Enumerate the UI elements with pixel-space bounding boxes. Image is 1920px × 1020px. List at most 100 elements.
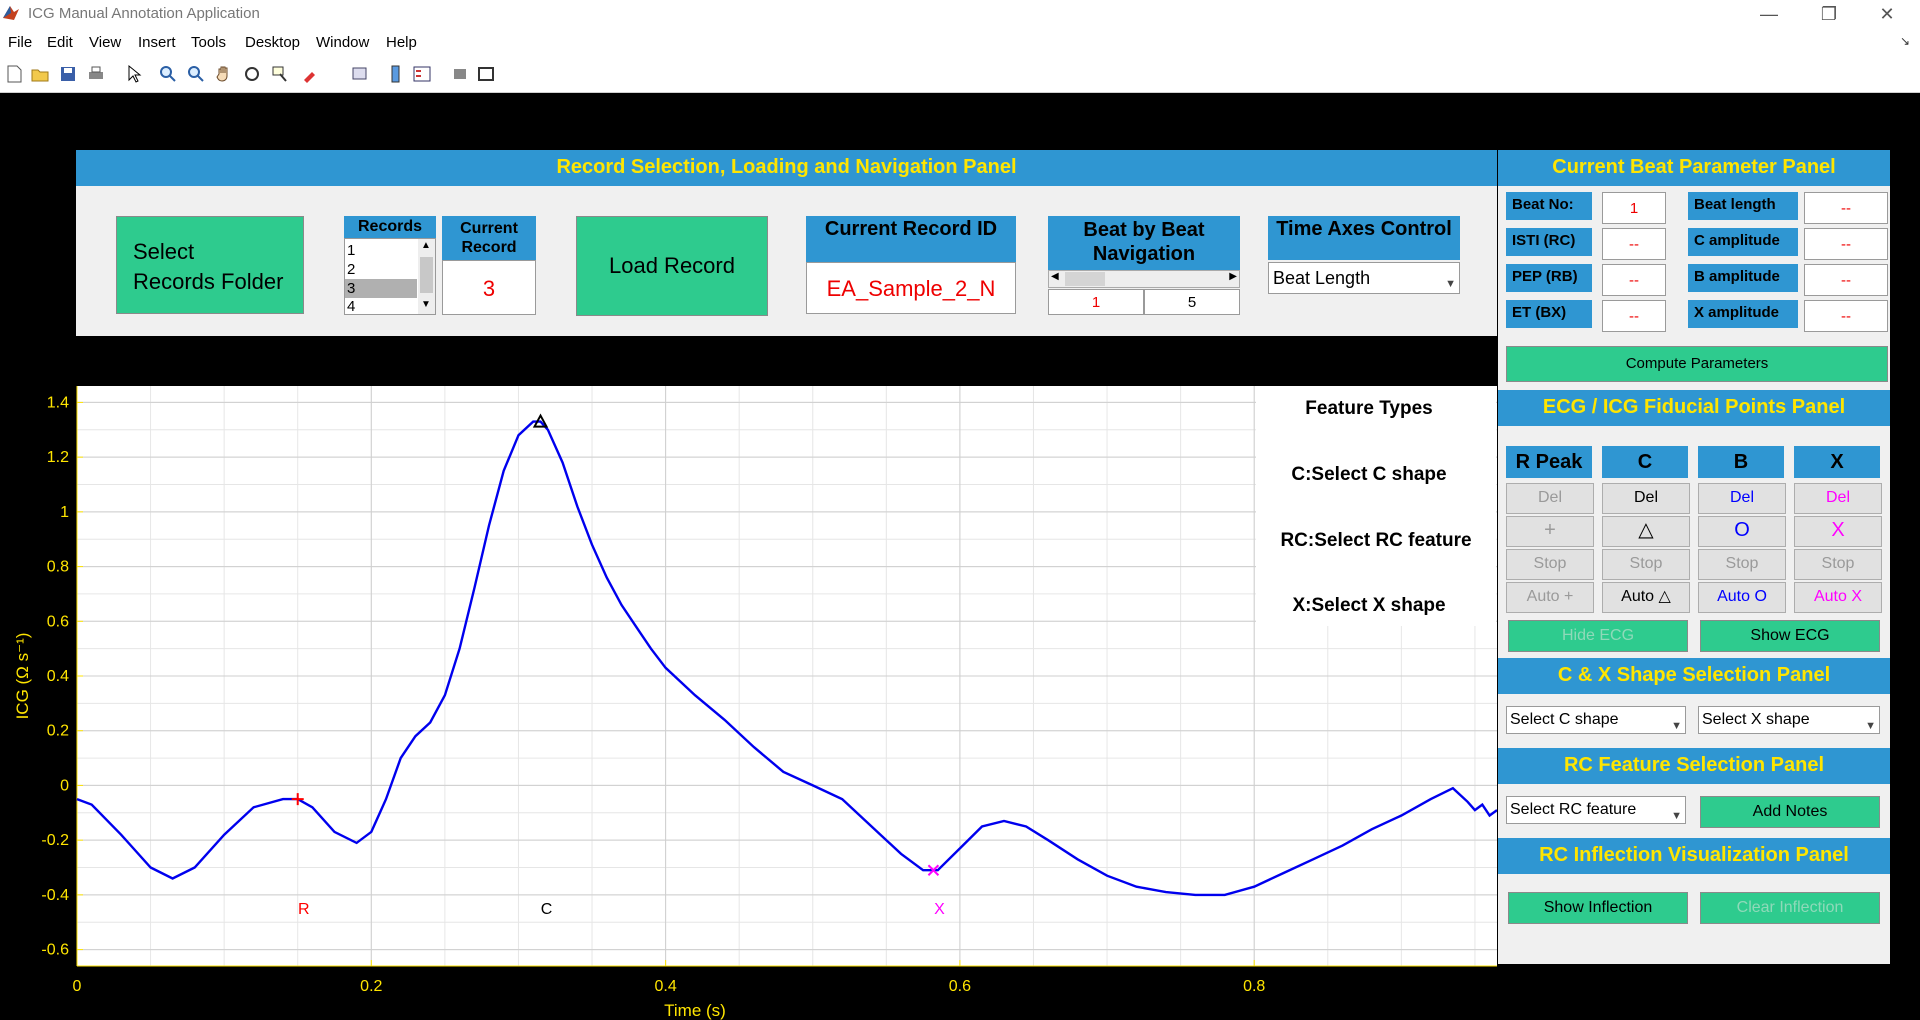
icg-chart[interactable]: 1.4 1.2 1 0.8 0.6 0.4 0.2 0 -0.2 -0.4 -0.6 0 0.2 0.4 0… (0, 380, 1497, 1020)
chevron-down-icon: ▼ (1865, 720, 1876, 732)
select-records-folder-button[interactable]: Select Records Folder (116, 216, 304, 314)
link-plot-icon[interactable] (350, 64, 370, 84)
close-button[interactable]: ✕ (1879, 4, 1895, 24)
fiducial-auto-button[interactable]: Auto + (1506, 582, 1594, 613)
beat-current-value: 1 (1048, 289, 1144, 315)
r-peak-marker (291, 793, 304, 806)
y-tick-label: 0.2 (47, 723, 69, 740)
scroll-thumb[interactable] (420, 257, 433, 293)
menu-insert[interactable]: Insert (138, 34, 176, 51)
right-panels: Current Beat Parameter Panel Beat No: 1 … (1498, 150, 1890, 964)
new-figure-icon[interactable] (4, 64, 24, 84)
c-shape-select[interactable]: Select C shape ▼ (1506, 706, 1686, 734)
marker-label-r: R (298, 901, 310, 918)
hide-ecg-button[interactable]: Hide ECG (1508, 620, 1688, 652)
feature-types-legend: Feature Types C:Select C shape RC:Select… (1256, 386, 1496, 626)
slider-right-icon[interactable]: ▶ (1229, 271, 1237, 282)
beat-param-value: -- (1804, 264, 1888, 296)
record-panel-title: Record Selection, Loading and Navigation… (76, 150, 1497, 186)
zoom-out-icon[interactable] (186, 64, 206, 84)
records-listbox[interactable]: 1 2 3 4 ▲ ▼ (344, 238, 436, 315)
fiducial-mark-button[interactable]: △ (1602, 516, 1690, 547)
beat-slider[interactable]: ◀ ▶ (1048, 270, 1240, 288)
fiducial-auto-button[interactable]: Auto △ (1602, 582, 1690, 613)
records-scrollbar[interactable]: ▲ ▼ (418, 239, 435, 314)
menu-file[interactable]: File (8, 34, 33, 51)
c-shape-select-value: Select C shape (1510, 711, 1619, 728)
beat-param-label: C amplitude (1688, 228, 1798, 256)
feature-type-rc: RC:Select RC feature (1280, 530, 1472, 551)
clear-inflection-button[interactable]: Clear Inflection (1700, 892, 1880, 924)
menu-edit[interactable]: Edit (47, 34, 73, 51)
time-axes-select[interactable]: Beat Length ▼ (1268, 262, 1460, 294)
data-cursor-icon[interactable] (270, 64, 290, 84)
fiducial-auto-button[interactable]: Auto O (1698, 582, 1786, 613)
insert-legend-icon[interactable] (412, 64, 432, 84)
minimize-button[interactable]: — (1760, 4, 1778, 24)
y-axis-label: ICG (Ω s⁻¹) (13, 633, 32, 720)
load-record-button[interactable]: Load Record (576, 216, 768, 316)
brush-icon[interactable] (300, 64, 320, 84)
beat-param-label: B amplitude (1688, 264, 1798, 292)
record-item-selected[interactable]: 3 (345, 279, 417, 298)
fiducial-mark-button[interactable]: X (1794, 516, 1882, 547)
scroll-up-icon[interactable]: ▲ (421, 240, 431, 251)
fiducial-del-button[interactable]: Del (1602, 483, 1690, 514)
record-selection-panel: Record Selection, Loading and Navigation… (76, 150, 1497, 336)
dock-arrow-icon[interactable]: ↘ (1899, 34, 1910, 48)
print-icon[interactable] (86, 64, 106, 84)
record-item[interactable]: 2 (347, 261, 356, 278)
edit-plot-pointer-icon[interactable] (124, 64, 144, 84)
fiducial-stop-button[interactable]: Stop (1602, 549, 1690, 580)
slider-left-icon[interactable]: ◀ (1051, 271, 1059, 282)
fiducial-stop-button[interactable]: Stop (1794, 549, 1882, 580)
current-record-header: Current Record (442, 216, 536, 260)
show-inflection-button[interactable]: Show Inflection (1508, 892, 1688, 924)
title-bar: ICG Manual Annotation Application — ❐ ✕ (0, 0, 1920, 28)
rotate-3d-icon[interactable] (242, 64, 262, 84)
record-item[interactable]: 1 (347, 242, 356, 259)
hide-plot-tools-icon[interactable] (450, 64, 470, 84)
fiducial-stop-button[interactable]: Stop (1506, 549, 1594, 580)
shape-panel-title: C & X Shape Selection Panel (1498, 658, 1890, 694)
fiducial-panel-title: ECG / ICG Fiducial Points Panel (1498, 390, 1890, 426)
x-shape-select[interactable]: Select X shape ▼ (1698, 706, 1880, 734)
menu-window[interactable]: Window (316, 34, 370, 51)
slider-thumb[interactable] (1065, 272, 1105, 286)
zoom-in-icon[interactable] (158, 64, 178, 84)
x-tick-label: 0 (73, 978, 82, 995)
matlab-app-icon (3, 6, 19, 20)
show-plot-tools-icon[interactable] (476, 64, 496, 84)
records-header: Records (344, 216, 436, 238)
menu-help[interactable]: Help (386, 34, 417, 51)
menu-tools[interactable]: Tools (191, 34, 227, 51)
beat-total-value: 5 (1144, 289, 1240, 315)
fiducial-del-button[interactable]: Del (1794, 483, 1882, 514)
beat-param-label: ISTI (RC) (1506, 228, 1592, 256)
fiducial-stop-button[interactable]: Stop (1698, 549, 1786, 580)
open-file-icon[interactable] (30, 64, 50, 84)
rc-panel-title: RC Feature Selection Panel (1498, 748, 1890, 784)
insert-colorbar-icon[interactable] (386, 64, 406, 84)
fiducial-mark-button[interactable]: O (1698, 516, 1786, 547)
pan-hand-icon[interactable] (214, 64, 234, 84)
menu-desktop[interactable]: Desktop (245, 34, 301, 51)
show-ecg-button[interactable]: Show ECG (1700, 620, 1880, 652)
record-id-header: Current Record ID (806, 216, 1016, 262)
fiducial-del-button[interactable]: Del (1506, 483, 1594, 514)
compute-parameters-button[interactable]: Compute Parameters (1506, 346, 1888, 382)
fiducial-auto-button[interactable]: Auto X (1794, 582, 1882, 613)
menu-view[interactable]: View (89, 34, 122, 51)
fiducial-del-button[interactable]: Del (1698, 483, 1786, 514)
add-notes-button[interactable]: Add Notes (1700, 796, 1880, 828)
marker-label-x: X (934, 901, 945, 918)
y-tick-label: 0.6 (47, 613, 69, 630)
rc-feature-select[interactable]: Select RC feature ▼ (1506, 796, 1686, 824)
scroll-down-icon[interactable]: ▼ (421, 299, 431, 310)
save-icon[interactable] (58, 64, 78, 84)
restore-button[interactable]: ❐ (1820, 4, 1838, 24)
record-item[interactable]: 4 (347, 298, 356, 314)
record-id-value: EA_Sample_2_N (806, 262, 1016, 314)
fiducial-mark-button[interactable]: + (1506, 516, 1594, 547)
inflection-panel-title: RC Inflection Visualization Panel (1498, 838, 1890, 874)
